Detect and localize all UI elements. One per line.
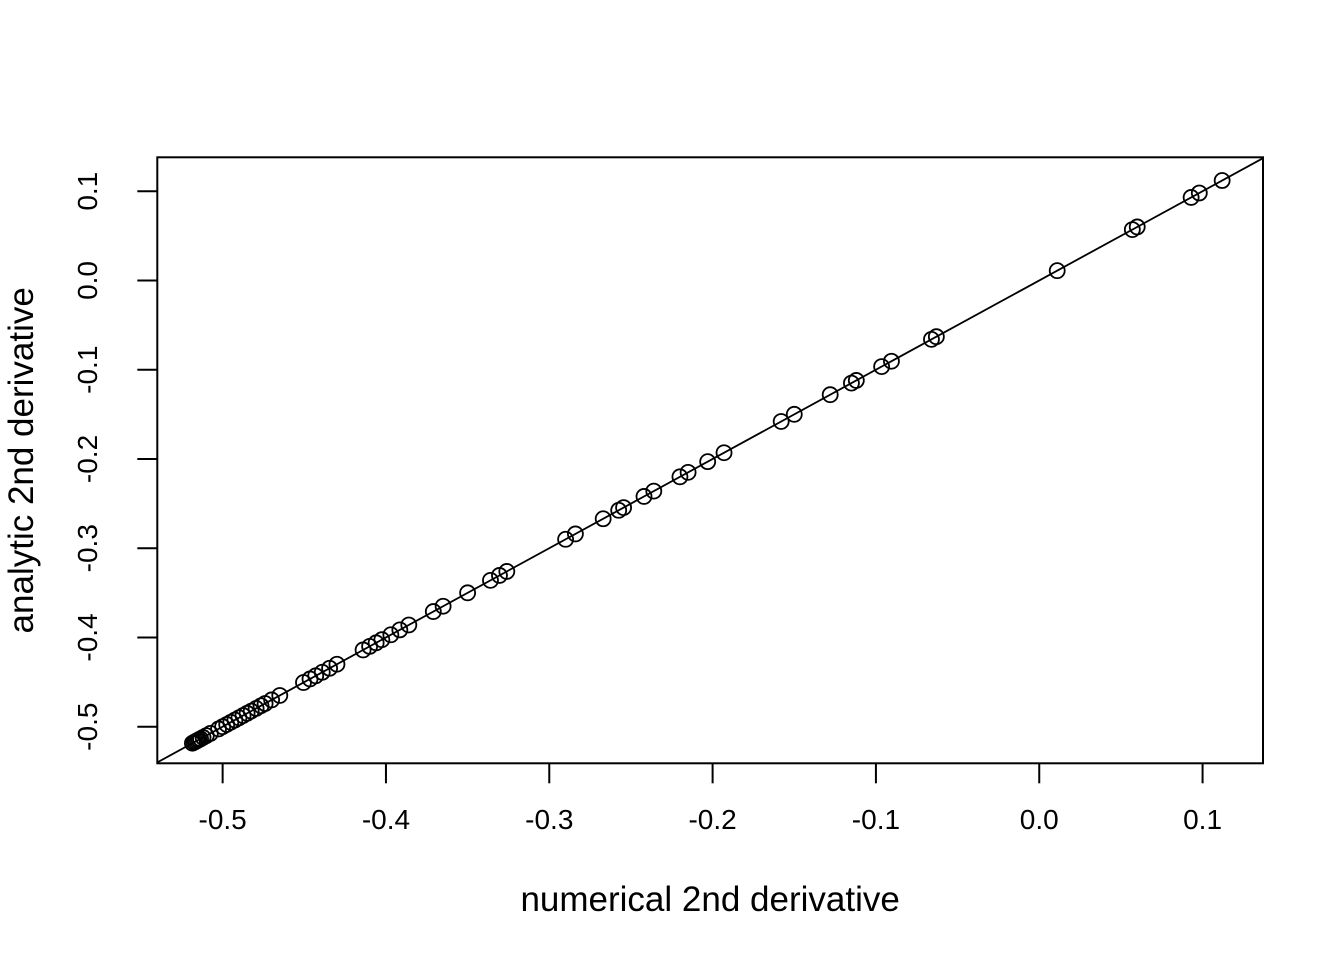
y-tick-label: -0.4 — [72, 613, 103, 661]
data-point — [1213, 172, 1231, 189]
data-point — [679, 463, 697, 481]
data-point — [883, 352, 900, 370]
data-point — [434, 597, 452, 615]
identity-line — [156, 157, 1264, 764]
data-point — [482, 571, 499, 589]
data-point — [498, 563, 516, 580]
y-tick-label: -0.5 — [72, 703, 103, 751]
axes-layer: -0.5 -0.4 -0.3 -0.2 -0.1 0.0 0.1 -0.5 -0.4 -0.3 -0… — [72, 156, 1264, 835]
data-point — [927, 328, 945, 346]
data-point — [391, 621, 409, 639]
data-point — [772, 413, 790, 430]
data-point — [594, 510, 612, 528]
data-point — [821, 386, 839, 404]
data-point — [1182, 189, 1200, 206]
data-point — [1190, 184, 1208, 202]
x-tick-label: -0.4 — [362, 804, 410, 835]
data-point — [635, 488, 653, 505]
data-point — [400, 616, 418, 634]
data-point — [459, 584, 477, 602]
plot-box — [156, 156, 1264, 765]
data-point — [567, 525, 584, 543]
x-axis-title: numerical 2nd derivative — [520, 880, 899, 919]
data-point — [263, 691, 281, 709]
data-point — [382, 626, 400, 644]
data-point — [615, 499, 632, 517]
data-point — [424, 603, 442, 620]
x-tick-label: -0.1 — [852, 804, 900, 835]
x-tick-label: 0.0 — [1020, 804, 1059, 835]
data-point — [785, 405, 803, 423]
data-point — [328, 655, 346, 673]
data-point — [373, 631, 391, 649]
y-tick-label: 0.1 — [72, 172, 103, 211]
data-point — [699, 453, 717, 471]
data-point — [1048, 262, 1066, 280]
x-tick-label: -0.2 — [688, 804, 736, 835]
data-point — [1128, 218, 1146, 236]
y-tick-label: -0.1 — [72, 346, 103, 394]
data-point — [645, 482, 663, 500]
x-tick-label: 0.1 — [1183, 804, 1222, 835]
x-tick-label: -0.3 — [525, 804, 573, 835]
identity-line-layer — [156, 157, 1264, 764]
y-axis-title: analytic 2nd derivative — [2, 287, 41, 633]
y-tick-label: -0.3 — [72, 524, 103, 572]
data-point — [557, 530, 575, 548]
x-tick-label: -0.5 — [199, 804, 247, 835]
data-point — [715, 444, 733, 462]
y-tick-label: -0.2 — [72, 435, 103, 483]
y-tick-label: 0.0 — [72, 261, 103, 300]
data-point — [271, 687, 289, 704]
data-points-layer — [184, 172, 1231, 752]
data-point — [873, 358, 891, 375]
data-point — [847, 372, 865, 389]
data-point — [671, 468, 689, 486]
